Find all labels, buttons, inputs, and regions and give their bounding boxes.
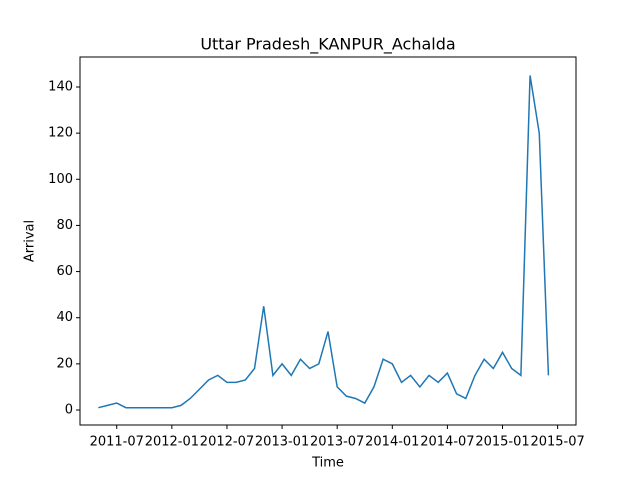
- x-tick-label: 2011-07: [90, 435, 144, 450]
- y-tick-label: 0: [65, 403, 73, 418]
- y-tick-label: 20: [56, 356, 73, 371]
- y-tick-label: 60: [56, 264, 73, 279]
- x-tick-label: 2013-07: [310, 435, 364, 450]
- y-tick-label: 120: [48, 126, 73, 141]
- plot-frame: [79, 56, 577, 426]
- x-tick-label: 2015-01: [475, 435, 529, 450]
- y-tick-label: 80: [56, 218, 73, 233]
- chart-title: Uttar Pradesh_KANPUR_Achalda: [200, 35, 455, 55]
- x-tick-label: 2013-01: [255, 435, 309, 450]
- y-axis-label: Arrival: [23, 220, 38, 262]
- x-tick-label: 2015-07: [530, 435, 584, 450]
- x-tick-label: 2014-07: [420, 435, 474, 450]
- x-tick-label: 2012-01: [145, 435, 199, 450]
- y-tick-label: 140: [48, 79, 73, 94]
- x-tick-label: 2012-07: [200, 435, 254, 450]
- data-line: [98, 75, 550, 409]
- x-axis-label: Time: [311, 456, 344, 471]
- x-tick-label: 2014-01: [365, 435, 419, 450]
- y-tick-label: 40: [56, 310, 73, 325]
- y-tick-label: 100: [48, 172, 73, 187]
